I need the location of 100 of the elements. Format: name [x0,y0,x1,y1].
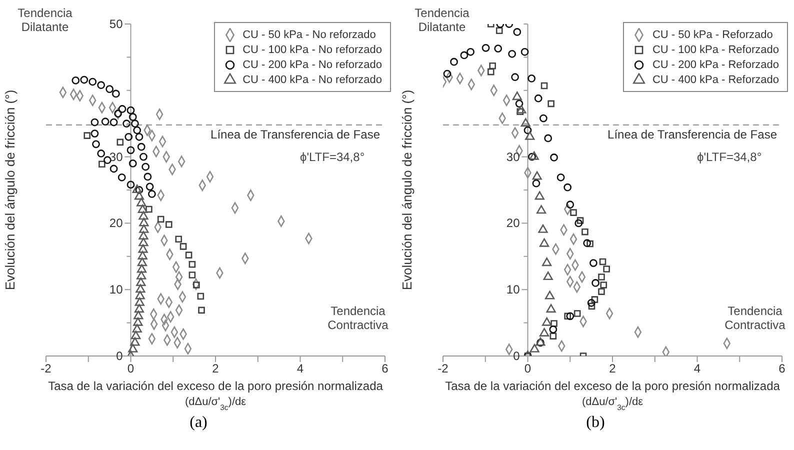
point [450,58,458,66]
legend-label: CU - 100 kPa - Reforzado [652,44,779,56]
point [556,173,565,182]
y-tick-label: 20 [109,216,124,230]
point [134,304,144,313]
point [84,132,90,139]
point [138,244,148,253]
point [546,304,556,313]
point [588,302,596,310]
point [97,81,106,90]
x-tick-label: -2 [438,362,449,376]
point [564,312,571,320]
point [136,264,147,273]
x-tick-label: -2 [40,362,52,376]
point [128,344,138,352]
point [532,179,540,188]
point [540,82,548,90]
point [135,132,144,141]
point [136,198,146,206]
point [114,110,122,118]
annotation: ϕ'LTF=34,8° [300,150,366,164]
point [494,44,502,52]
legend-label: CU - 50 kPa - No reforzado [242,28,376,40]
point [529,151,539,160]
annotation: ϕ'LTF=34,8° [697,150,763,164]
y-tick-label: 30 [506,150,520,164]
point [489,62,496,70]
point [508,50,516,58]
point [118,173,126,182]
point [576,217,584,224]
point [524,126,532,134]
point [72,76,80,84]
point [591,296,598,303]
text: (a) [188,414,208,432]
point [126,146,135,154]
point [544,134,552,142]
y-tick-label: 0 [513,349,520,363]
ref-line-label: Línea de Transferencia de Fase [608,127,778,142]
point [482,44,490,52]
y-tick-label: 10 [506,282,520,297]
annotation: Tendencia Dilatante [16,6,74,34]
y-tick-label: 50 [109,17,124,31]
point [118,105,126,113]
y-tick-label: 20 [506,216,520,230]
point [122,120,130,128]
point [101,118,110,126]
point [542,317,552,326]
point [539,114,548,122]
point [600,282,607,288]
point [188,260,196,268]
point [566,312,574,320]
point [662,346,670,356]
point [443,70,452,78]
point [534,191,544,200]
point [574,219,583,228]
text: (b) [585,414,606,432]
x-axis-title: Tasa de la variación del exceso de la poro presión normalizada (dΔu/σ'$_{3c}$)/dε [48,379,384,412]
point [543,272,553,280]
point [550,154,558,162]
point [550,332,557,340]
point [133,317,143,326]
point [197,292,204,300]
point [512,92,522,100]
point [146,206,152,213]
point [126,106,135,114]
point [548,100,554,108]
point [137,142,146,151]
point [587,298,596,307]
legend-label: CU - 200 kPa - No reforzado [242,58,382,70]
point [180,243,187,250]
y-axis-title: Evolución del ángulo de fricción (°) [400,90,415,290]
point [589,259,598,267]
x-tick-label: 0 [127,362,134,376]
legend-label: CU - 50 kPa - Reforzado [652,28,773,40]
point [460,51,468,60]
point [570,209,577,216]
point [137,258,148,266]
point [136,270,146,280]
point [112,90,120,98]
point [128,160,137,168]
point [146,182,154,191]
point [132,184,142,194]
x-axis-title: Tasa de la variación del exceso de la poro presión normalizada (dΔu/σ'$_{3c}$)/dε [445,379,780,412]
point [516,104,526,114]
point [175,236,182,243]
point [185,252,192,258]
point [92,140,100,148]
point [528,152,536,161]
x-tick-label: 2 [212,362,220,376]
point [142,162,150,171]
point [603,266,610,272]
legend-label: CU - 100 kPa - No reforzado [242,44,382,56]
point [126,180,135,189]
point [550,320,558,327]
point [582,228,588,236]
point [549,326,558,334]
point [515,100,524,108]
point [574,310,581,317]
point [466,48,474,56]
point [520,118,530,127]
